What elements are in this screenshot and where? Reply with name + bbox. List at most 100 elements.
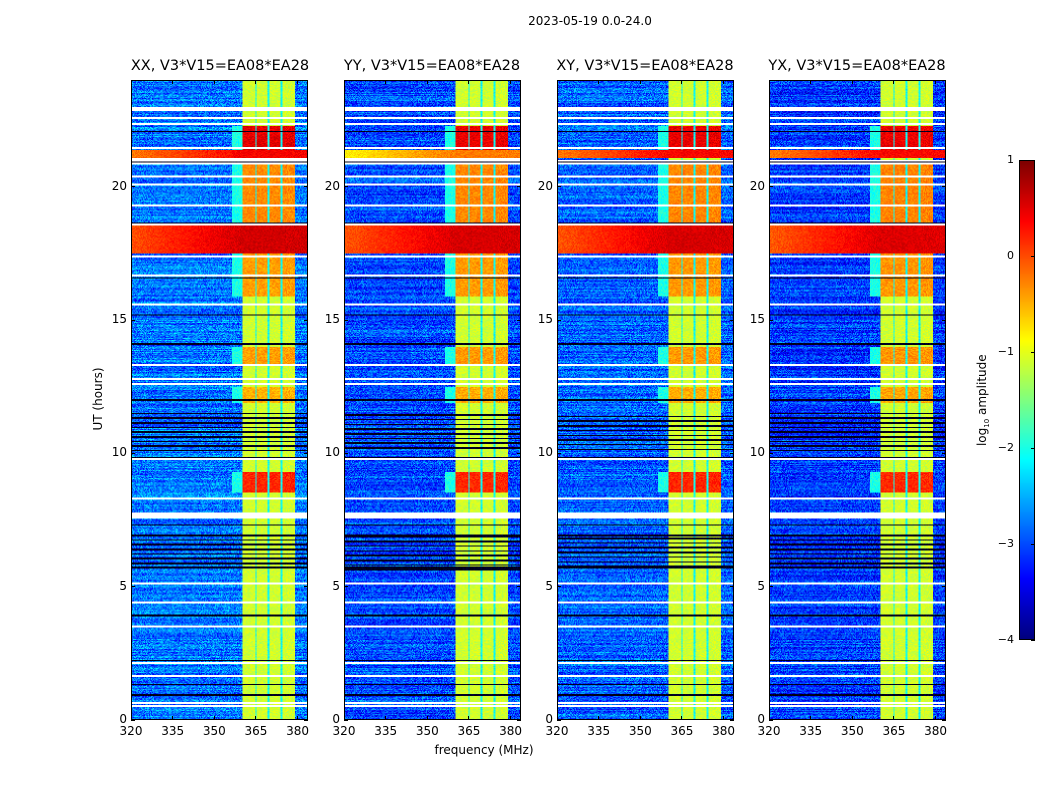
x-tick-label: 350 — [415, 724, 439, 738]
x-tick-mark — [510, 80, 512, 84]
heatmap-canvas-yy — [345, 81, 520, 719]
x-tick-mark — [851, 80, 853, 84]
y-tick-mark — [730, 586, 734, 588]
x-tick-label: 335 — [374, 724, 398, 738]
heatmap-panel-xy — [557, 80, 734, 720]
x-tick-mark — [893, 716, 895, 720]
heatmap-canvas-yx — [770, 81, 945, 719]
heatmap-panel-yy — [344, 80, 521, 720]
colorbar — [1019, 160, 1035, 640]
y-tick-mark — [131, 319, 135, 321]
x-tick-label: 365 — [670, 724, 694, 738]
y-tick-label: 20 — [537, 178, 553, 193]
y-tick-mark — [730, 719, 734, 721]
y-tick-label: 15 — [537, 312, 553, 326]
x-tick-mark — [172, 716, 174, 720]
y-tick-label: 0 — [545, 712, 553, 726]
figure-suptitle: 2023-05-19 0.0-24.0 — [528, 14, 652, 28]
colorbar-tick-label: 1 — [1007, 153, 1014, 166]
colorbar-tick-mark — [1031, 351, 1035, 353]
x-tick-mark — [510, 716, 512, 720]
x-tick-mark — [810, 80, 812, 84]
colorbar-tick-label: −1 — [997, 345, 1014, 358]
y-tick-label: 5 — [332, 578, 340, 593]
x-tick-mark — [297, 80, 299, 84]
x-tick-mark — [681, 716, 683, 720]
panel-title-yx: YX, V3*V15=EA08*EA28 — [768, 58, 946, 74]
y-tick-label: 0 — [757, 712, 765, 726]
y-tick-label: 10 — [111, 445, 127, 460]
y-tick-label: 10 — [537, 445, 553, 460]
x-tick-mark — [255, 716, 257, 720]
colorbar-tick-label: −3 — [997, 537, 1014, 550]
x-tick-mark — [598, 716, 600, 720]
y-tick-label: 10 — [324, 445, 340, 460]
y-tick-mark — [131, 452, 135, 454]
y-tick-mark — [942, 452, 946, 454]
y-tick-mark — [557, 719, 561, 721]
x-tick-label: 320 — [545, 724, 569, 738]
colorbar-gradient — [1020, 161, 1034, 639]
heatmap-panel-xx — [131, 80, 308, 720]
y-tick-mark — [769, 186, 773, 188]
heatmap-canvas-xx — [132, 81, 307, 719]
y-tick-label: 20 — [111, 178, 127, 193]
y-tick-mark — [730, 186, 734, 188]
x-tick-mark — [468, 716, 470, 720]
y-tick-mark — [942, 586, 946, 588]
x-tick-label: 365 — [457, 724, 481, 738]
y-tick-mark — [557, 319, 561, 321]
x-tick-mark — [598, 80, 600, 84]
y-tick-mark — [304, 586, 308, 588]
heatmap-canvas-xy — [558, 81, 733, 719]
x-tick-mark — [343, 80, 345, 84]
x-tick-label: 335 — [161, 724, 185, 738]
x-tick-label: 380 — [499, 724, 523, 738]
x-tick-mark — [768, 80, 770, 84]
y-tick-mark — [730, 319, 734, 321]
x-tick-label: 350 — [628, 724, 652, 738]
x-tick-mark — [893, 80, 895, 84]
x-tick-mark — [213, 80, 215, 84]
x-tick-mark — [172, 80, 174, 84]
x-tick-mark — [297, 716, 299, 720]
x-tick-label: 335 — [587, 724, 611, 738]
y-tick-label: 10 — [749, 445, 765, 460]
x-tick-mark — [213, 716, 215, 720]
y-tick-mark — [557, 452, 561, 454]
x-tick-label: 380 — [286, 724, 310, 738]
y-tick-mark — [131, 586, 135, 588]
x-tick-mark — [343, 716, 345, 720]
y-tick-mark — [769, 452, 773, 454]
y-tick-label: 0 — [119, 712, 127, 726]
y-tick-mark — [517, 452, 521, 454]
heatmap-panel-yx — [769, 80, 946, 720]
colorbar-tick-mark — [1031, 255, 1035, 257]
y-tick-label: 5 — [119, 578, 127, 593]
x-tick-mark — [681, 80, 683, 84]
x-tick-label: 320 — [332, 724, 356, 738]
x-tick-label: 365 — [882, 724, 906, 738]
x-tick-label: 380 — [712, 724, 736, 738]
y-tick-mark — [304, 719, 308, 721]
y-tick-mark — [557, 586, 561, 588]
y-tick-mark — [942, 719, 946, 721]
x-tick-mark — [255, 80, 257, 84]
y-tick-mark — [344, 452, 348, 454]
x-tick-mark — [851, 716, 853, 720]
y-tick-mark — [304, 186, 308, 188]
x-tick-label: 380 — [924, 724, 948, 738]
x-tick-mark — [556, 716, 558, 720]
y-tick-mark — [344, 586, 348, 588]
x-tick-mark — [426, 80, 428, 84]
y-tick-label: 20 — [324, 178, 340, 193]
y-tick-label: 20 — [749, 178, 765, 193]
y-tick-label: 0 — [332, 712, 340, 726]
y-tick-mark — [769, 719, 773, 721]
y-tick-mark — [131, 186, 135, 188]
x-tick-mark — [639, 716, 641, 720]
y-tick-label: 5 — [545, 578, 553, 593]
y-tick-mark — [517, 319, 521, 321]
x-tick-mark — [426, 716, 428, 720]
colorbar-label: log10 amplitude — [975, 345, 991, 455]
